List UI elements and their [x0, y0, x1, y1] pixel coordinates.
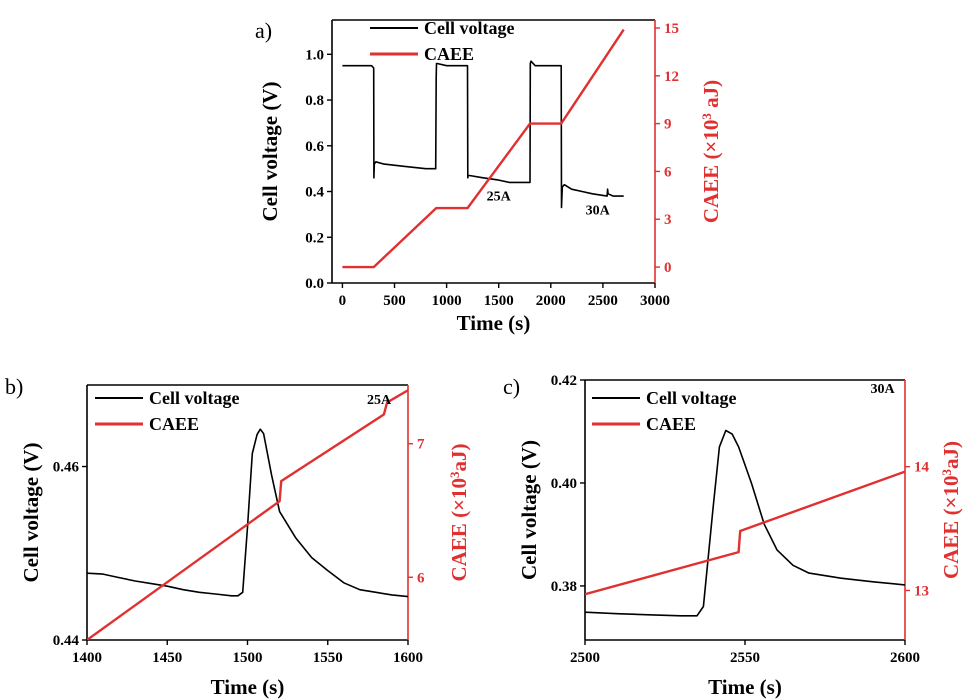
- x-axis-title: Time (s): [457, 311, 531, 335]
- y-left-axis-title: Cell voltage (V): [517, 440, 541, 580]
- y-left-tick-label: 0.2: [305, 230, 324, 246]
- panel-label: c): [503, 374, 520, 399]
- annotation-label: 25A: [487, 190, 512, 205]
- caee-line: [87, 389, 408, 640]
- cell-voltage-line: [87, 428, 408, 598]
- y-right-tick-label: 3: [664, 212, 672, 228]
- panel-label: a): [255, 18, 272, 43]
- y-right-tick-label: 0: [664, 260, 672, 276]
- plot-area: [87, 389, 408, 640]
- x-axis-title: Time (s): [708, 675, 782, 699]
- y-left-axis-title: Cell voltage (V): [258, 82, 282, 222]
- legend-label: Cell voltage: [646, 388, 736, 408]
- y-right-tick-label: 9: [664, 117, 672, 133]
- y-left-tick-label: 0.4: [305, 185, 324, 201]
- y-right-tick-label: 13: [914, 583, 929, 599]
- y-right-title-main: CAEE (×10: [939, 475, 963, 579]
- y-right-title-end: aJ): [939, 441, 963, 469]
- y-left-tick-label: 0.42: [551, 373, 577, 389]
- x-tick-label: 1450: [152, 650, 182, 666]
- y-right-axis-title: CAEE (×103aJ): [939, 441, 964, 579]
- x-tick-label: 500: [383, 293, 406, 309]
- annotation-label: 30A: [586, 203, 611, 218]
- y-right-axis-title: CAEE (×103aJ): [447, 443, 472, 581]
- y-left-tick-label: 1.0: [305, 47, 324, 63]
- caee-line: [342, 28, 625, 269]
- x-tick-label: 1550: [313, 650, 343, 666]
- y-right-tick-label: 6: [664, 164, 672, 180]
- y-right-title-sup: 3: [447, 471, 462, 478]
- x-tick-label: 2500: [570, 650, 600, 666]
- cell-voltage-line: [585, 429, 905, 617]
- y-left-tick-label: 0.40: [551, 476, 577, 492]
- y-right-title-end: aJ): [447, 443, 471, 471]
- y-right-tick-label: 6: [417, 570, 425, 586]
- x-tick-label: 2550: [730, 650, 760, 666]
- y-left-tick-label: 0.44: [53, 633, 80, 649]
- caee-line: [585, 470, 905, 596]
- panel-label: b): [5, 374, 23, 399]
- x-tick-label: 1500: [233, 650, 263, 666]
- chart-a: a) 0 500 1000 1500 2000 2500 3000 0.0 0.2 0.4 0.6 0.…: [255, 18, 723, 335]
- plot-area: [342, 28, 625, 269]
- y-right-title-main: CAEE (×10: [699, 120, 723, 224]
- x-tick-label: 1600: [393, 650, 423, 666]
- y-left-tick-label: 0.38: [551, 579, 577, 595]
- x-tick-label: 2600: [890, 650, 920, 666]
- x-tick-label: 1000: [432, 293, 462, 309]
- y-right-title-end: aJ): [699, 80, 723, 113]
- y-right-tick-label: 12: [664, 69, 679, 85]
- legend-label: CAEE: [149, 414, 199, 434]
- y-left-tick-label: 0.8: [305, 93, 324, 109]
- y-right-title-sup: 3: [939, 468, 954, 475]
- chart-c: c) 2500 2550 2600 0.38 0.40 0.42 13 14 Time (s) Ce…: [503, 373, 963, 699]
- cell-voltage-line: [342, 60, 624, 209]
- annotation-label: 25A: [367, 393, 392, 408]
- y-right-tick-label: 14: [914, 460, 930, 476]
- y-left-tick-label: 0.6: [305, 139, 324, 155]
- y-left-axis-title: Cell voltage (V): [19, 443, 43, 583]
- x-tick-label: 1500: [484, 293, 514, 309]
- legend-label: CAEE: [646, 414, 696, 434]
- plot-area: [585, 429, 905, 617]
- x-tick-label: 2500: [588, 293, 618, 309]
- x-tick-label: 0: [339, 293, 347, 309]
- legend-label: Cell voltage: [424, 18, 514, 38]
- legend-label: Cell voltage: [149, 388, 239, 408]
- x-axis-title: Time (s): [211, 675, 285, 699]
- x-tick-label: 3000: [640, 293, 670, 309]
- x-tick-label: 2000: [536, 293, 566, 309]
- y-right-tick-label: 7: [417, 437, 425, 453]
- y-right-axis-title: CAEE (×103 aJ): [699, 80, 724, 223]
- y-right-tick-label: 15: [664, 21, 679, 37]
- chart-b: b) 1400 1450 1500 1550 1600 0.44 0.46 6 7 Time (s)…: [5, 374, 471, 699]
- y-left-tick-label: 0.46: [53, 460, 80, 476]
- y-right-title-main: CAEE (×10: [447, 478, 471, 582]
- legend-label: CAEE: [424, 44, 474, 64]
- x-tick-label: 1400: [72, 650, 102, 666]
- y-left-tick-label: 0.0: [305, 276, 324, 292]
- annotation-label: 30A: [871, 382, 896, 397]
- y-right-title-sup: 3: [699, 113, 714, 120]
